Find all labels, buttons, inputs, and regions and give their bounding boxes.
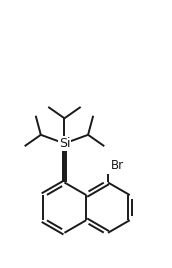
Text: Br: Br xyxy=(111,159,124,172)
Text: Si: Si xyxy=(59,137,70,150)
